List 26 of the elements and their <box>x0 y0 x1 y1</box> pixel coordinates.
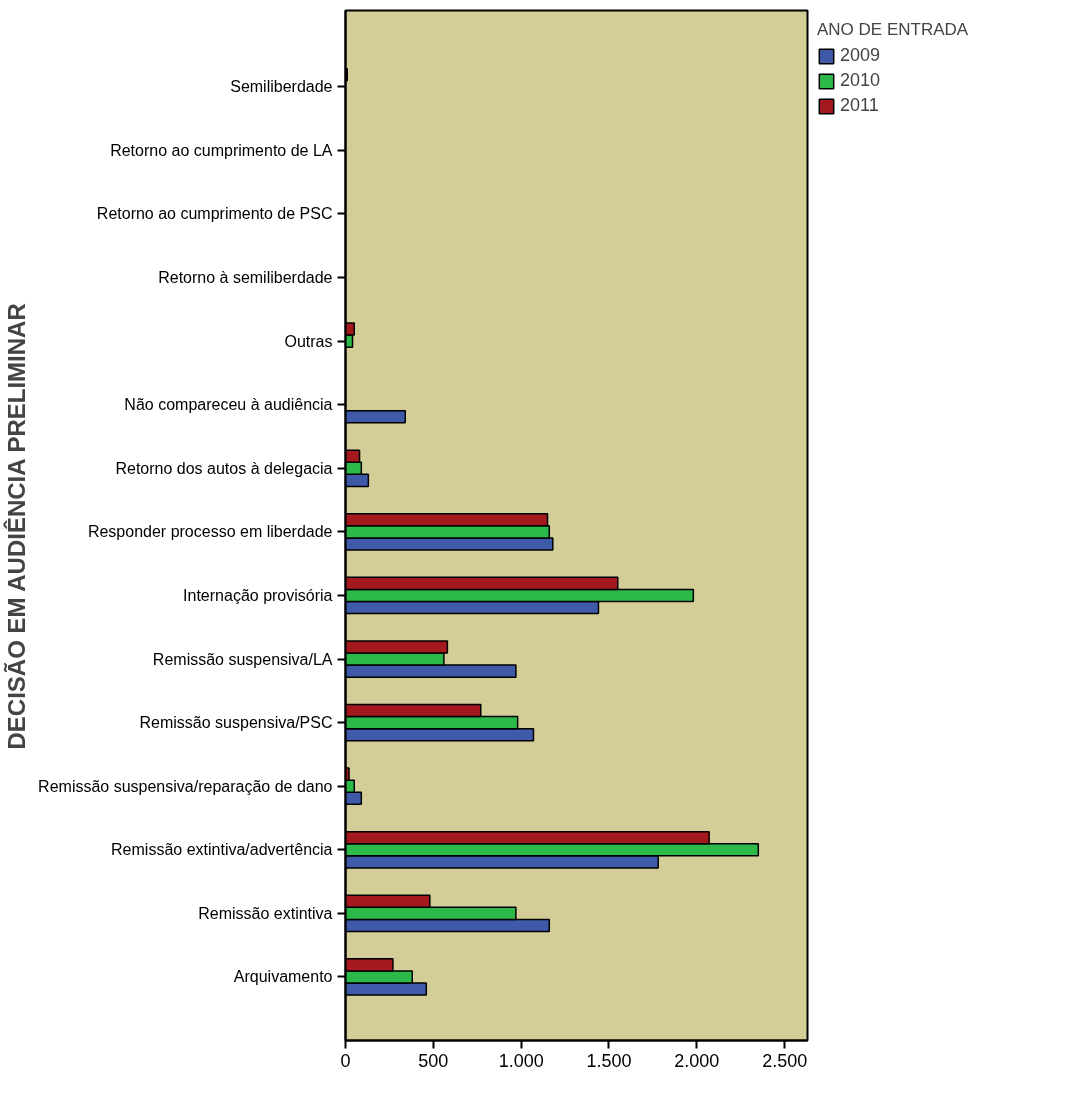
y-tick-label: Semiliberdade <box>230 78 333 96</box>
y-tick-label: Remissão suspensiva/reparação de dano <box>38 777 333 795</box>
x-tick-label: 0 <box>340 1050 351 1071</box>
y-tick-label: Remissão extintiva <box>198 904 333 922</box>
x-tick-label: 1.000 <box>498 1050 544 1071</box>
legend-label: 2010 <box>840 70 881 91</box>
x-tick-label: 500 <box>418 1050 449 1071</box>
y-tick-label: Não compareceu à audiência <box>124 396 333 414</box>
x-tick-label: 2.000 <box>674 1050 720 1071</box>
legend-label: 2009 <box>840 45 881 66</box>
y-tick-label: Responder processo em liberdade <box>87 523 333 541</box>
y-tick-label: Retorno ao cumprimento de PSC <box>96 205 333 223</box>
y-tick-label: Retorno à semiliberdade <box>158 269 333 287</box>
y-tick-label: Outras <box>284 332 333 350</box>
x-tick-label: 2.500 <box>762 1050 808 1071</box>
y-tick-label: Retorno ao cumprimento de LA <box>110 141 333 159</box>
legend-label: 2011 <box>840 95 879 116</box>
y-tick-label: Internação provisória <box>183 586 333 604</box>
y-tick-label: Arquivamento <box>233 968 333 986</box>
y-tick-label: Retorno dos autos à delegacia <box>115 459 333 477</box>
y-tick-label: Remissão suspensiva/LA <box>152 650 333 668</box>
x-tick-label: 1.500 <box>586 1050 632 1071</box>
legend-title: ANO DE ENTRADA <box>817 20 969 40</box>
y-tick-label: Remissão suspensiva/PSC <box>139 714 333 732</box>
y-axis-title: DECISÃO EM AUDIÊNCIA PRELIMINAR <box>3 303 31 750</box>
y-tick-label: Remissão extintiva/advertência <box>111 841 333 859</box>
